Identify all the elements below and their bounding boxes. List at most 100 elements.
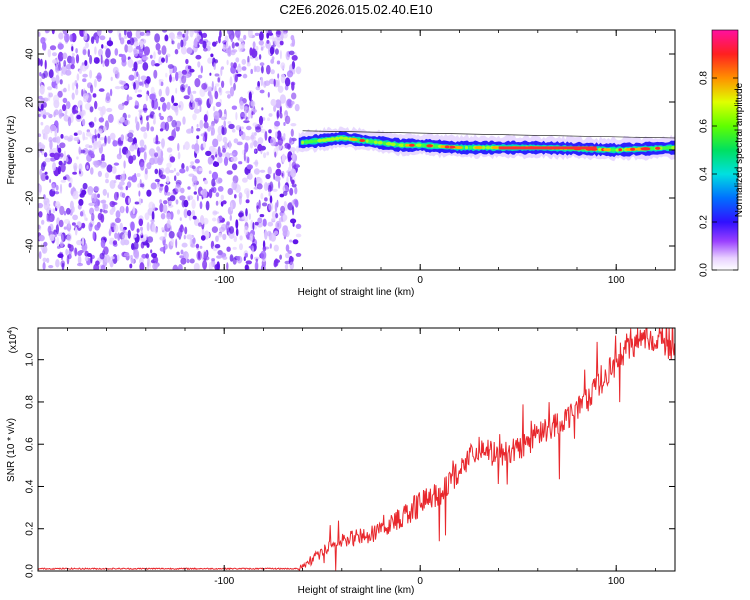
noise-blob bbox=[182, 116, 186, 125]
spectrogram-xtick-label: 0 bbox=[417, 275, 423, 286]
noise-blob bbox=[114, 232, 118, 239]
noise-blob bbox=[177, 42, 181, 50]
spectrogram-ytick-label: 40 bbox=[25, 48, 36, 60]
noise-blob bbox=[207, 57, 213, 64]
noise-blob bbox=[110, 256, 115, 260]
noise-blob bbox=[65, 207, 71, 215]
noise-blob bbox=[247, 30, 253, 39]
spectrogram-xtick-label: -100 bbox=[214, 275, 234, 286]
noise-blob bbox=[153, 113, 156, 123]
noise-blob bbox=[135, 30, 142, 39]
noise-blob bbox=[97, 212, 103, 221]
noise-blob bbox=[246, 164, 253, 170]
noise-blob bbox=[79, 104, 83, 112]
noise-blob bbox=[267, 166, 272, 175]
snr-ytick-label: 0.6 bbox=[25, 437, 36, 451]
noise-blob bbox=[74, 247, 78, 257]
noise-blob bbox=[42, 97, 49, 102]
noise-blob bbox=[196, 123, 199, 128]
noise-blob bbox=[42, 114, 47, 119]
signal-core-dot bbox=[338, 136, 345, 140]
noise-blob bbox=[243, 34, 247, 41]
noise-blob bbox=[249, 47, 253, 56]
signal-peak bbox=[350, 137, 356, 141]
noise-blob bbox=[134, 173, 137, 178]
noise-blob bbox=[248, 213, 251, 220]
noise-blob bbox=[94, 206, 100, 212]
noise-blob bbox=[143, 151, 147, 161]
snr-ytick-label: 0.8 bbox=[25, 395, 36, 409]
spectrogram-ytick-label: 20 bbox=[25, 96, 36, 108]
snr-panel: -100 0 100 0.0 0.2 0.4 0.6 0.8 1.0 Height of str… bbox=[6, 327, 676, 596]
noise-blob bbox=[214, 244, 221, 249]
noise-blob bbox=[239, 235, 243, 241]
noise-blob bbox=[93, 143, 98, 150]
noise-blob bbox=[283, 122, 286, 126]
noise-blob bbox=[295, 252, 302, 257]
noise-blob bbox=[63, 60, 67, 67]
noise-blob bbox=[71, 92, 75, 100]
noise-blob bbox=[166, 101, 171, 111]
noise-blob bbox=[81, 109, 86, 116]
noise-blob bbox=[246, 125, 252, 131]
noise-blob bbox=[42, 262, 46, 270]
noise-blob bbox=[77, 250, 83, 256]
noise-blob bbox=[219, 87, 223, 96]
noise-blob bbox=[282, 214, 288, 221]
noise-blob bbox=[87, 49, 91, 57]
noise-blob bbox=[164, 184, 169, 193]
noise-blob bbox=[225, 222, 230, 232]
noise-blob bbox=[57, 165, 62, 175]
noise-blob bbox=[183, 234, 186, 240]
noise-blob bbox=[199, 245, 203, 249]
signal-core-dot bbox=[615, 148, 620, 152]
noise-blob bbox=[233, 82, 236, 91]
noise-blob bbox=[38, 204, 41, 208]
noise-blob bbox=[154, 168, 159, 175]
noise-blob bbox=[150, 86, 155, 95]
noise-blob bbox=[94, 128, 97, 135]
noise-blob bbox=[258, 40, 264, 46]
noise-blob bbox=[213, 62, 216, 70]
noise-blob bbox=[162, 204, 168, 214]
noise-blob bbox=[99, 35, 106, 41]
noise-blob bbox=[154, 63, 160, 67]
noise-blob bbox=[77, 262, 83, 267]
noise-blob bbox=[253, 256, 260, 260]
noise-blob bbox=[178, 104, 182, 108]
noise-blob bbox=[259, 214, 265, 218]
noise-blob bbox=[122, 228, 126, 234]
noise-blob bbox=[230, 157, 237, 162]
noise-blob bbox=[212, 106, 216, 112]
noise-blob bbox=[260, 192, 264, 200]
noise-blob bbox=[42, 41, 47, 51]
noise-blob bbox=[45, 30, 50, 34]
noise-blob bbox=[264, 130, 268, 141]
noise-blob bbox=[54, 191, 60, 195]
noise-blob bbox=[273, 244, 279, 252]
noise-blob bbox=[46, 257, 50, 263]
colorbar-gradient bbox=[711, 29, 739, 271]
noise-blob bbox=[116, 254, 120, 261]
noise-blob bbox=[254, 221, 259, 226]
noise-blob bbox=[264, 197, 268, 202]
noise-blob bbox=[197, 61, 201, 68]
noise-blob bbox=[51, 30, 55, 35]
noise-blob bbox=[260, 76, 264, 87]
noise-blob bbox=[291, 82, 295, 91]
noise-blob bbox=[94, 116, 97, 123]
snr-ytick-label: 0.0 bbox=[25, 564, 36, 578]
noise-blob bbox=[95, 36, 99, 44]
noise-blob bbox=[117, 232, 121, 241]
noise-blob bbox=[145, 32, 151, 37]
svg-text:(x104): (x104) bbox=[7, 327, 19, 354]
noise-blob bbox=[280, 73, 286, 84]
noise-blob bbox=[57, 147, 62, 154]
noise-blob bbox=[81, 89, 84, 97]
noise-blob bbox=[119, 173, 126, 182]
signal-core-dot bbox=[317, 138, 323, 143]
noise-blob bbox=[118, 32, 122, 41]
noise-blob bbox=[97, 199, 100, 206]
noise-blob bbox=[136, 71, 139, 77]
signal-core-dot bbox=[468, 145, 473, 150]
